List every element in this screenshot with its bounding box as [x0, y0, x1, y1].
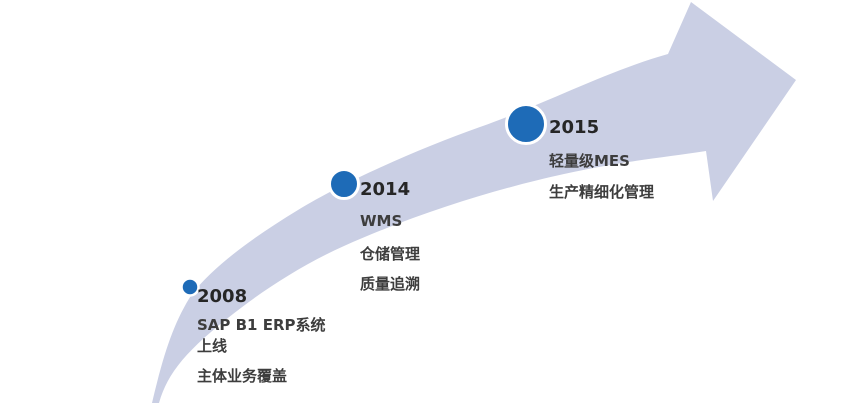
milestone-line: 轻量级MES — [549, 152, 630, 170]
milestone-line: SAP B1 ERP系统 — [197, 316, 326, 334]
milestone-year: 2008 — [197, 286, 248, 307]
milestone-line: WMS — [360, 212, 403, 230]
milestone-year: 2014 — [360, 179, 411, 200]
milestone-line: 质量追溯 — [360, 275, 421, 293]
timeline-node-2014 — [328, 168, 360, 200]
swoosh-arrow-shape — [152, 2, 796, 403]
milestone-2014: 2014 WMS 仓储管理 质量追溯 — [360, 180, 420, 294]
milestone-line: 生产精细化管理 — [549, 183, 655, 201]
milestone-line: 上线 — [197, 337, 228, 355]
milestone-line: 仓储管理 — [360, 245, 421, 263]
milestone-line: 主体业务覆盖 — [197, 367, 288, 385]
milestone-2008: 2008 SAP B1 ERP系统 上线 主体业务覆盖 — [197, 287, 326, 386]
timeline-node-2008 — [180, 277, 200, 297]
milestone-year: 2015 — [549, 117, 600, 138]
milestone-2015: 2015 轻量级MES 生产精细化管理 — [549, 118, 654, 202]
timeline-node-2015 — [505, 103, 547, 145]
